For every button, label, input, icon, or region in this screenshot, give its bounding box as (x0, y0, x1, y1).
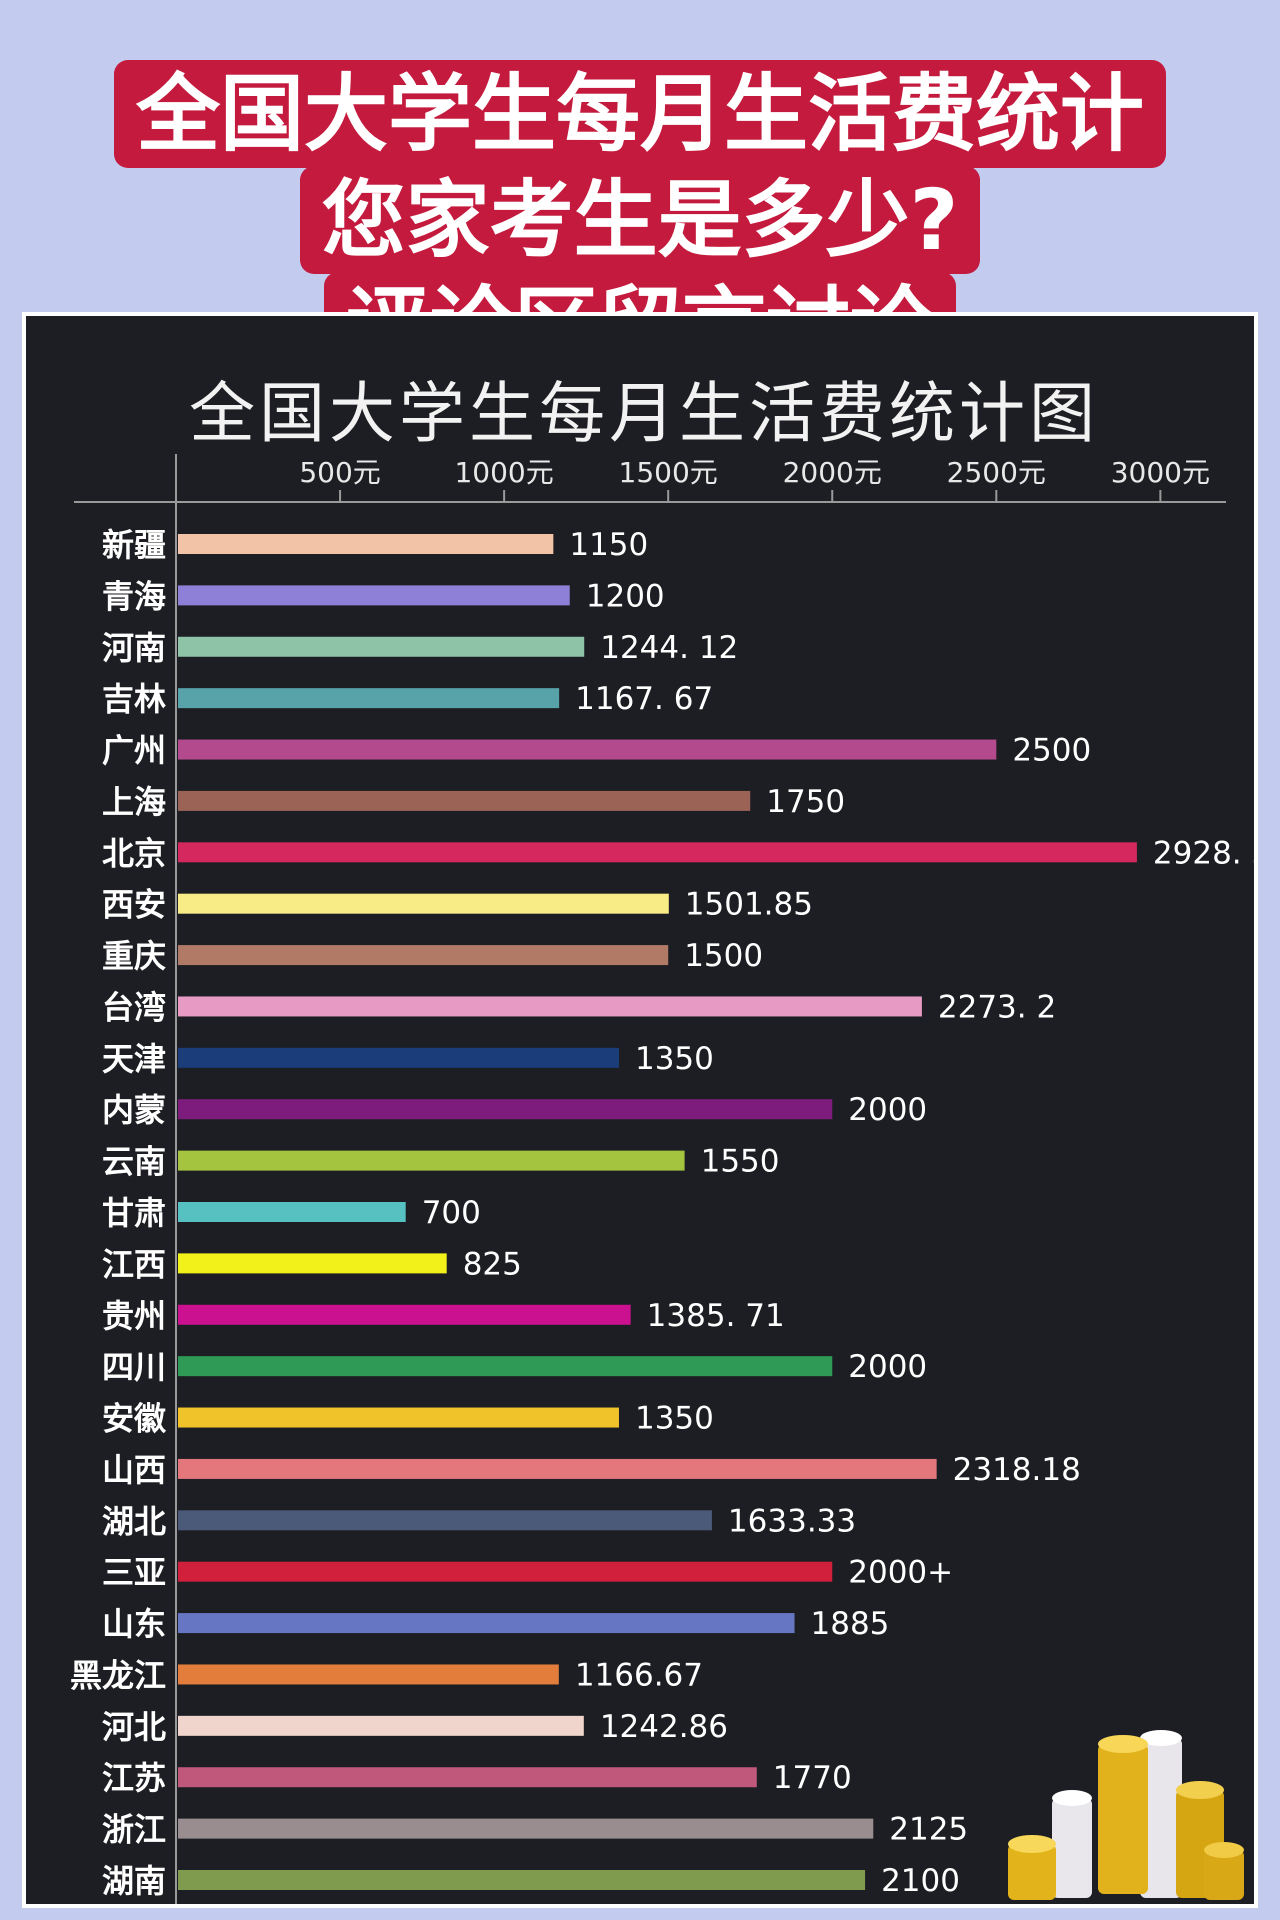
bar (178, 1253, 447, 1274)
value-label: 825 (463, 1246, 522, 1282)
bar (178, 1818, 874, 1839)
category-label: 山西 (102, 1451, 166, 1489)
bar (178, 842, 1137, 863)
value-label: 1166.67 (575, 1657, 703, 1693)
bar (178, 790, 751, 811)
bar (178, 1767, 757, 1788)
value-label: 1633.33 (728, 1503, 856, 1539)
bar (178, 1099, 833, 1120)
category-label: 河南 (102, 629, 166, 667)
bar (178, 1304, 631, 1325)
bar (178, 996, 922, 1017)
value-label: 2318.18 (953, 1452, 1081, 1488)
value-label: 1550 (701, 1144, 780, 1180)
x-tick-label: 2500元 (947, 456, 1046, 489)
category-label: 江苏 (102, 1759, 166, 1797)
x-tick-label: 3000元 (1111, 456, 1210, 489)
value-label: 2000 (848, 1349, 927, 1385)
bar (178, 1664, 559, 1685)
category-label: 湖南 (102, 1862, 166, 1900)
value-label: 1150 (569, 527, 648, 563)
category-label: 新疆 (102, 526, 166, 564)
value-label: 2928. 5 (1153, 835, 1258, 871)
category-label: 四川 (102, 1348, 166, 1386)
category-label: 台湾 (102, 988, 166, 1026)
value-label: 1350 (635, 1041, 714, 1077)
value-label: 2000 (848, 1092, 927, 1128)
category-label: 青海 (102, 577, 166, 615)
bar (178, 893, 669, 914)
category-label: 山东 (102, 1605, 166, 1643)
x-tick-label: 1500元 (619, 456, 718, 489)
category-label: 上海 (102, 783, 166, 821)
x-tick-label: 1000元 (454, 456, 553, 489)
category-label: 三亚 (102, 1554, 166, 1592)
banner-line-2-text: 您家考生是多少? (299, 166, 981, 274)
value-label: 2100 (881, 1863, 960, 1899)
category-label: 河北 (102, 1708, 166, 1746)
category-label: 吉林 (102, 680, 166, 718)
bar (178, 1870, 866, 1890)
chart-board: 500元 1000元 1500元 2000元 2500元 3000元新疆 1150 青海 120… (22, 312, 1258, 1908)
category-label: 浙江 (102, 1811, 166, 1849)
bar (178, 739, 997, 760)
bar (178, 945, 669, 966)
category-label: 西安 (102, 886, 166, 924)
category-label: 黑龙江 (70, 1656, 166, 1694)
bar (178, 1715, 584, 1736)
bar (178, 534, 554, 554)
bar (178, 1458, 937, 1479)
value-label: 1350 (635, 1401, 714, 1437)
bar (178, 1613, 795, 1634)
x-tick-label: 2000元 (783, 456, 882, 489)
banner-line-2: 您家考生是多少? (0, 166, 1280, 274)
value-label: 1500 (684, 938, 763, 974)
bar (178, 1561, 833, 1582)
value-label: 2273. 2 (938, 989, 1056, 1025)
category-label: 重庆 (102, 937, 166, 975)
bar (178, 1356, 833, 1377)
value-label: 1200 (586, 578, 665, 614)
coin-stack-icon (1008, 1730, 1244, 1900)
category-label: 天津 (102, 1040, 166, 1078)
bar (178, 1150, 685, 1171)
value-label: 2125 (889, 1812, 968, 1848)
category-label: 云南 (102, 1143, 166, 1181)
value-label: 1501.85 (685, 887, 813, 923)
category-label: 北京 (102, 834, 166, 872)
value-label: 2000+ (848, 1555, 953, 1591)
category-label: 甘肃 (102, 1194, 166, 1232)
category-label: 贵州 (102, 1297, 166, 1335)
banner-line-1-text: 全国大学生每月生活费统计 (113, 60, 1166, 168)
category-label: 安徽 (102, 1400, 167, 1438)
value-label: 2500 (1012, 733, 1091, 769)
value-label: 1770 (773, 1760, 852, 1796)
category-label: 江西 (102, 1245, 166, 1283)
value-label: 700 (422, 1195, 481, 1231)
bar (178, 1407, 619, 1428)
category-label: 内蒙 (102, 1091, 166, 1129)
bar (178, 1047, 619, 1068)
value-label: 1750 (766, 784, 845, 820)
value-label: 1885 (811, 1606, 890, 1642)
value-label: 1167. 67 (575, 681, 713, 717)
banner-line-1: 全国大学生每月生活费统计 (0, 60, 1280, 168)
chart-title: 全国大学生每月生活费统计图 (189, 375, 1099, 452)
bar (178, 1510, 712, 1531)
bar (178, 585, 570, 606)
category-label: 湖北 (102, 1502, 166, 1540)
value-label: 1244. 12 (600, 630, 738, 666)
value-label: 1385. 71 (647, 1298, 785, 1334)
bar (178, 1202, 406, 1222)
category-label: 广州 (102, 732, 166, 770)
x-tick-label: 500元 (299, 456, 380, 489)
bar (178, 636, 585, 657)
value-label: 1242.86 (600, 1709, 728, 1745)
bar (178, 688, 560, 709)
